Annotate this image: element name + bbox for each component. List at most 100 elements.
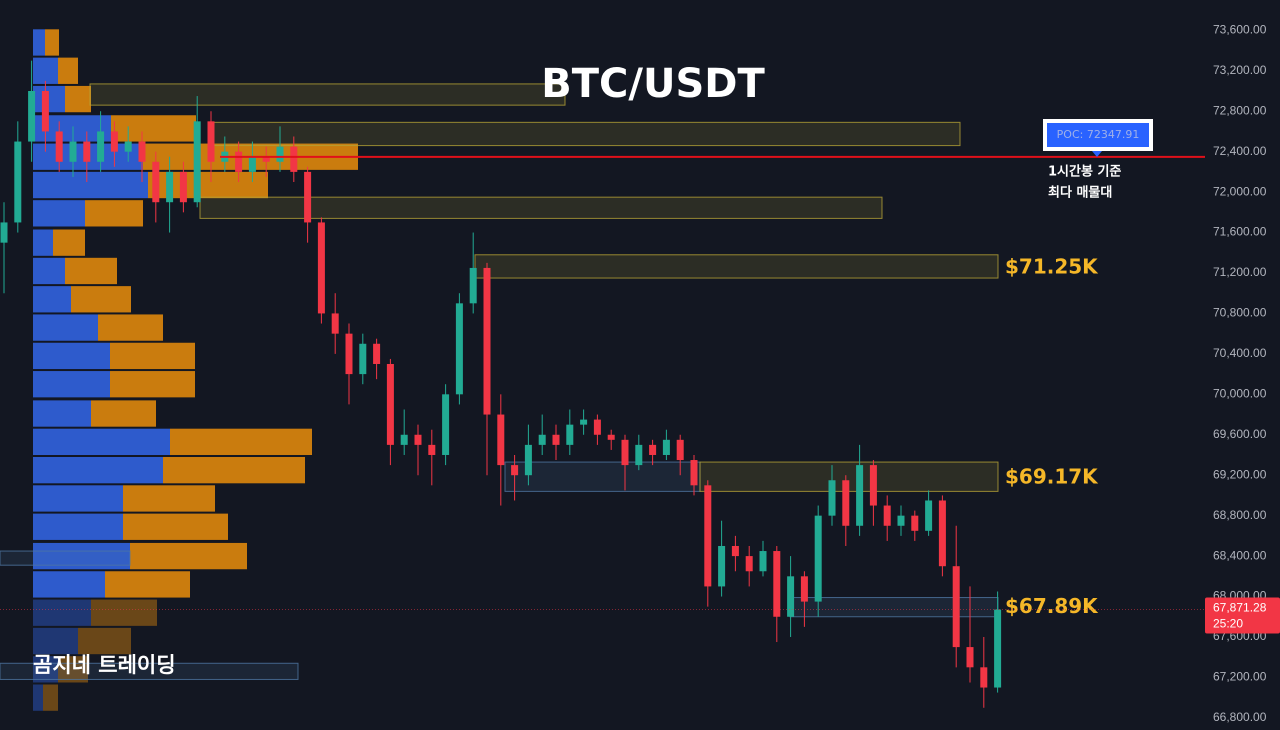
candle-body xyxy=(759,551,767,572)
y-tick-label: 72,400.00 xyxy=(1213,144,1267,158)
candle-body xyxy=(290,146,298,172)
candle-body xyxy=(414,434,422,445)
poc-label: POC: 72347.91 xyxy=(1057,128,1140,141)
candle-body xyxy=(952,566,960,648)
profile-down xyxy=(110,342,195,370)
y-tick-label: 71,600.00 xyxy=(1213,225,1267,239)
profile-down xyxy=(65,257,117,285)
profile-up xyxy=(33,656,58,683)
candle-body xyxy=(138,141,146,162)
profile-up xyxy=(33,400,91,427)
countdown-label: 25:20 xyxy=(1213,617,1243,631)
profile-up xyxy=(33,428,170,455)
candle-body xyxy=(28,90,36,142)
candle-body xyxy=(235,151,243,172)
candle-body xyxy=(207,121,215,162)
last-price-box xyxy=(1205,597,1280,634)
profile-down xyxy=(78,627,131,655)
profile-down xyxy=(65,85,91,113)
candle-body xyxy=(276,146,284,162)
profile-down xyxy=(45,29,59,56)
zone xyxy=(0,550,131,566)
last-price-label: 67,871.28 xyxy=(1213,601,1267,615)
candle-body xyxy=(124,141,132,152)
candle-body xyxy=(83,141,91,162)
zone xyxy=(0,662,299,680)
y-tick-label: 66,800.00 xyxy=(1213,710,1267,724)
candle-body xyxy=(97,131,105,162)
poc-box xyxy=(1047,123,1149,147)
y-tick-label: 70,000.00 xyxy=(1213,386,1267,400)
candle-body xyxy=(828,480,836,516)
candle-body xyxy=(676,439,684,461)
profile-up xyxy=(33,599,91,626)
candle-body xyxy=(800,576,808,602)
zone xyxy=(504,461,701,492)
candle-body xyxy=(704,485,712,587)
candle-body xyxy=(773,551,781,617)
y-tick-label: 70,400.00 xyxy=(1213,346,1267,360)
profile-down xyxy=(111,115,196,142)
candle-body xyxy=(607,434,615,440)
candle-body xyxy=(14,141,22,223)
candle-body xyxy=(511,465,519,476)
y-tick-label: 68,400.00 xyxy=(1213,548,1267,562)
candle-body xyxy=(593,419,601,435)
profile-up xyxy=(33,571,105,598)
candle-body xyxy=(41,90,49,132)
profile-up xyxy=(33,314,98,341)
poc-note: 최다 매물대 xyxy=(1048,185,1112,201)
profile-down xyxy=(130,542,247,570)
candle-body xyxy=(455,303,463,395)
poc-note: 1시간봉 기준 xyxy=(1048,164,1121,180)
profile-up xyxy=(33,286,71,313)
profile-up xyxy=(33,200,85,227)
candle-body xyxy=(166,171,174,203)
candle-body xyxy=(552,434,560,445)
profile-down xyxy=(170,428,312,455)
candle-body xyxy=(718,545,726,587)
profile-down xyxy=(91,599,157,626)
profile-down xyxy=(71,286,131,313)
candle-body xyxy=(690,460,698,486)
profile-down xyxy=(98,314,163,341)
candle-body xyxy=(152,161,160,203)
y-tick-label: 69,600.00 xyxy=(1213,427,1267,441)
profile-down xyxy=(110,371,195,398)
candle-body xyxy=(911,515,919,531)
zone-label: $67.89K xyxy=(1005,594,1099,618)
zone xyxy=(474,254,999,279)
profile-down xyxy=(123,513,228,540)
y-tick-label: 70,800.00 xyxy=(1213,306,1267,320)
y-tick-label: 69,200.00 xyxy=(1213,467,1267,481)
candle-body xyxy=(359,343,367,375)
candle-body xyxy=(345,333,353,375)
candle-body xyxy=(428,444,436,455)
profile-down xyxy=(148,171,268,199)
profile-down xyxy=(91,400,156,427)
profile-down xyxy=(85,200,143,227)
candle-body xyxy=(317,222,325,314)
candle-body xyxy=(842,480,850,526)
profile-up xyxy=(33,627,78,655)
candle-body xyxy=(110,131,118,152)
candle-body xyxy=(966,647,974,668)
candle-body xyxy=(745,556,753,572)
candle-body xyxy=(193,121,201,203)
candle-body xyxy=(994,609,1002,688)
y-tick-label: 72,800.00 xyxy=(1213,103,1267,117)
candle-body xyxy=(869,465,877,506)
candle-body xyxy=(483,267,491,415)
profile-up xyxy=(33,229,53,256)
candle-body xyxy=(566,424,574,445)
candle-body xyxy=(621,439,629,466)
candle-body xyxy=(524,444,532,476)
y-tick-label: 67,200.00 xyxy=(1213,670,1267,684)
y-tick-label: 72,000.00 xyxy=(1213,184,1267,198)
candle-body xyxy=(386,363,394,445)
profile-up xyxy=(33,29,45,56)
candle-body xyxy=(400,434,408,445)
zone xyxy=(199,196,883,219)
profile-up xyxy=(33,371,110,398)
profile-up xyxy=(33,456,163,484)
